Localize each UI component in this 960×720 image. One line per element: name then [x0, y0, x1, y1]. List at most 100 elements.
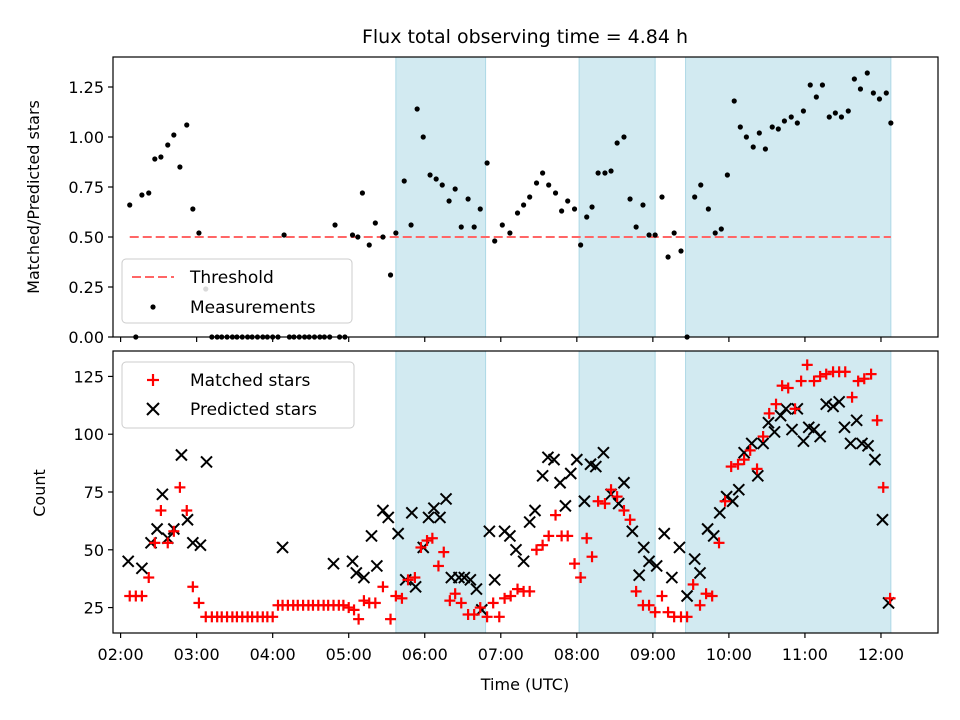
matched-point	[808, 375, 820, 387]
legend-measurements-swatch	[150, 304, 156, 310]
measurement-point	[845, 108, 851, 114]
predicted-point	[713, 506, 726, 520]
predicted-point	[745, 437, 758, 450]
matched-point	[801, 359, 813, 371]
matched-point	[877, 481, 889, 493]
matched-point	[449, 588, 461, 600]
measurement-point	[731, 98, 737, 104]
predicted-point	[665, 571, 679, 584]
predicted-point	[658, 527, 671, 540]
measurement-point	[408, 222, 414, 228]
measurement-point	[165, 142, 171, 148]
y-ticks: 0.00 0.25 0.50 0.75 1.00 1.25	[68, 78, 113, 347]
matched-point	[795, 375, 807, 387]
predicted-point	[517, 555, 530, 568]
predicted-point	[528, 504, 542, 517]
matched-point	[611, 491, 623, 503]
measurement-point	[864, 70, 870, 76]
measurement-point	[465, 196, 471, 202]
shaded-interval	[578, 56, 656, 338]
measurement-point	[762, 146, 768, 152]
measurement-point	[393, 230, 399, 236]
measurement-point	[646, 232, 652, 238]
predicted-point	[756, 437, 770, 450]
matched-point	[581, 532, 593, 544]
measurement-point	[387, 272, 394, 278]
measurement-point	[158, 154, 164, 160]
measurement-point	[652, 232, 658, 238]
predicted-point	[832, 395, 846, 409]
matched-point	[493, 611, 505, 623]
predicted-point	[376, 504, 390, 517]
predicted-point	[135, 562, 149, 575]
predicted-point	[422, 511, 435, 524]
predicted-point	[488, 573, 501, 587]
measurement-point	[813, 94, 819, 100]
measurement-point	[705, 206, 711, 212]
measurement-point	[355, 234, 361, 240]
predicted-point	[570, 453, 584, 466]
x-tick-label: 08:00	[554, 645, 600, 664]
matched-point	[426, 532, 438, 544]
matched-point	[385, 613, 397, 625]
measurement-point	[633, 224, 639, 230]
matched-point	[524, 585, 536, 597]
predicted-point	[637, 541, 650, 554]
measurement-point	[756, 130, 762, 136]
predicted-point	[553, 476, 567, 489]
matched-point	[681, 611, 693, 623]
matched-point	[432, 560, 444, 572]
measurement-point	[737, 124, 743, 130]
matched-point	[592, 495, 604, 507]
measurement-point	[832, 110, 838, 116]
predicted-point	[194, 538, 207, 552]
matched-point	[358, 595, 370, 607]
predicted-point	[779, 402, 793, 415]
x-tick-label: 10:00	[706, 645, 752, 664]
measurement-point	[520, 202, 527, 208]
x-tick-label: 12:00	[858, 645, 904, 664]
matched-point	[820, 368, 832, 380]
predicted-point	[156, 488, 169, 501]
x-axis-label: Time (UTC)	[480, 675, 569, 694]
matched-point	[487, 597, 499, 609]
shaded-interval	[395, 56, 487, 338]
matched-point	[481, 611, 493, 623]
matched-point	[550, 509, 562, 521]
measurement-point	[692, 194, 698, 200]
measurement-point	[775, 126, 781, 132]
measurement-point	[571, 206, 578, 212]
matched-point	[865, 368, 877, 380]
predicted-point	[433, 511, 447, 524]
matched-point	[605, 484, 617, 496]
y-ticks: 25 50 75 100 125	[73, 367, 113, 618]
matched-point	[543, 530, 555, 542]
predicted-point	[626, 525, 639, 538]
matched-point	[438, 546, 450, 558]
count-legend-box	[121, 361, 355, 429]
x-tick-label: 03:00	[174, 645, 220, 664]
matched-point	[162, 537, 174, 549]
chart-title: Flux total observing time = 4.84 h	[362, 26, 688, 48]
matched-point	[687, 578, 699, 590]
measurement-point	[533, 180, 540, 186]
predicted-point	[813, 430, 827, 443]
predicted-point	[503, 529, 517, 543]
measurement-point	[750, 144, 756, 150]
measurement-point	[139, 192, 145, 198]
matched-point	[415, 541, 427, 553]
measurement-point	[743, 134, 749, 140]
matched-point	[409, 572, 421, 584]
y-tick-label: 0.00	[68, 328, 104, 347]
measurement-point	[171, 132, 177, 138]
predicted-point	[612, 497, 625, 510]
matched-point	[630, 585, 642, 597]
x-ticks	[120, 337, 882, 342]
predicted-point	[762, 416, 775, 429]
measurement-point	[349, 232, 356, 238]
matched-point	[531, 544, 543, 556]
measurement-point	[698, 182, 704, 188]
matched-point	[732, 458, 744, 470]
predicted-point	[559, 499, 572, 513]
measurement-point	[602, 170, 608, 176]
